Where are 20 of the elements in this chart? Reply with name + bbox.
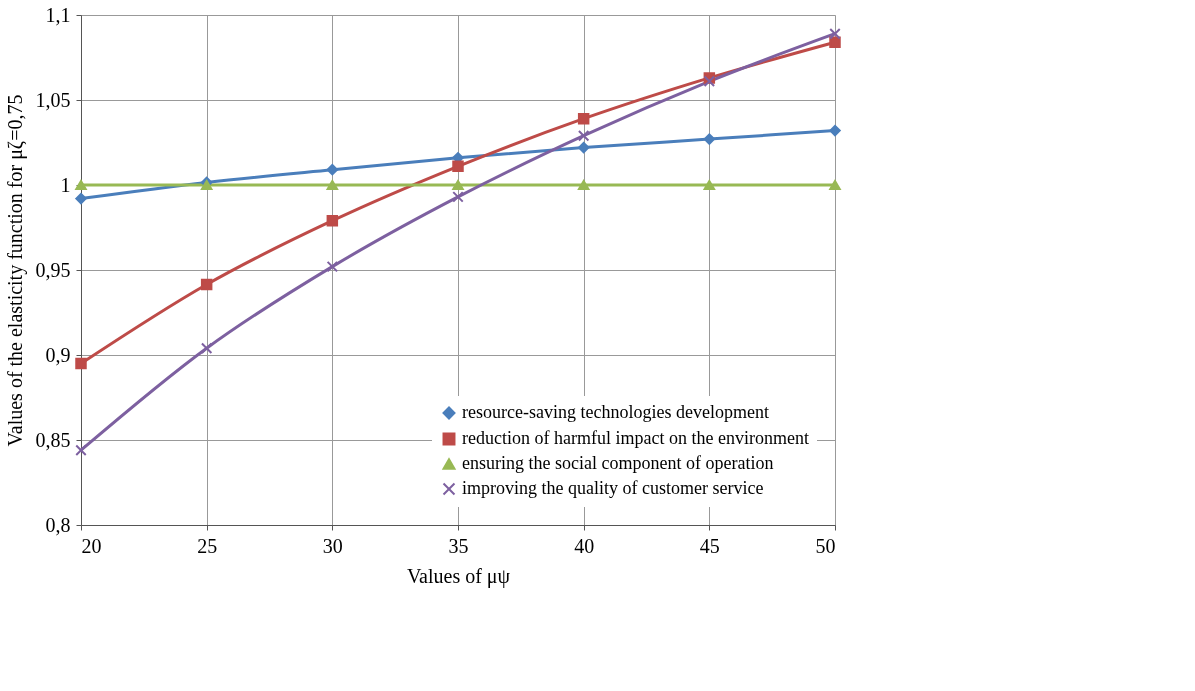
x-axis-title: Values of μψ: [406, 564, 511, 588]
x-tick-label: 20: [81, 534, 102, 557]
y-tick-label: 0,85: [35, 428, 71, 451]
y-tick-label: 1,05: [35, 88, 71, 111]
x-tick-label: 30: [322, 534, 343, 557]
y-tick-label: 0,9: [45, 343, 71, 366]
legend-label: reduction of harmful impact on the environment: [462, 428, 809, 448]
x-tick-label: 45: [699, 534, 720, 557]
legend-label: improving the quality of customer service: [462, 478, 764, 498]
y-tick-label: 1: [60, 173, 71, 196]
y-tick-label: 1,1: [45, 3, 71, 26]
y-tick-label: 0,95: [35, 258, 71, 281]
x-tick-label: 40: [574, 534, 595, 557]
y-axis-title: Values of the elasticity function for μζ=0,75: [3, 94, 27, 447]
legend-label: ensuring the social component of operation: [462, 453, 774, 473]
y-tick-label: 0,8: [45, 513, 71, 536]
legend-label: resource-saving technologies development: [462, 402, 769, 422]
x-tick-label: 35: [448, 534, 469, 557]
x-tick-label: 25: [197, 534, 218, 557]
x-tick-label: 50: [815, 534, 836, 557]
